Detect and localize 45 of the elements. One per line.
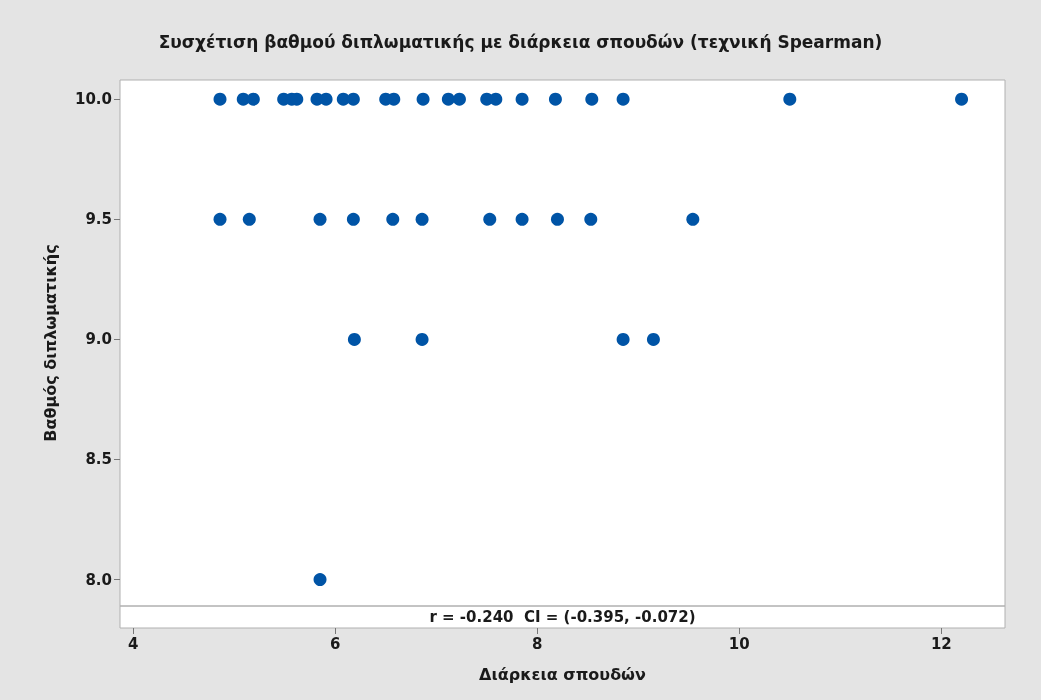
x-tick-label: 8 [532, 634, 543, 653]
point [686, 212, 700, 226]
y-tick-label: 8.5 [85, 450, 112, 469]
x-axis-title: Διάρκεια σπουδών [479, 664, 647, 684]
y-axis-title: Βαθμός διπλωματικής [40, 244, 60, 442]
point [515, 92, 529, 106]
point [616, 332, 630, 346]
point [213, 92, 227, 106]
point [242, 212, 256, 226]
point [483, 212, 497, 226]
point [955, 92, 969, 106]
point [584, 212, 598, 226]
point [246, 92, 260, 106]
x-tick-label: 6 [329, 634, 341, 653]
point [441, 92, 455, 106]
point [452, 92, 466, 106]
point [387, 92, 401, 106]
point [550, 212, 564, 226]
point [313, 212, 327, 226]
point [346, 92, 360, 106]
y-tick-label: 9.0 [85, 330, 112, 349]
chart-title: Συσχέτιση βαθμού διπλωματικής με διάρκεια σπουδών (τεχνική Spearman) [158, 31, 883, 52]
point [213, 212, 227, 226]
point [616, 92, 630, 106]
text: r = -0.240 CI = (-0.395, -0.072) [429, 608, 696, 626]
point [489, 92, 503, 106]
x-tick-label: 4 [127, 634, 139, 653]
point [416, 92, 430, 106]
point [415, 332, 429, 346]
point [319, 92, 333, 106]
point [346, 212, 360, 226]
point [415, 212, 429, 226]
y-tick-label: 9.5 [85, 210, 112, 229]
point [783, 92, 797, 106]
point [585, 92, 599, 106]
point [313, 573, 327, 587]
point [347, 332, 361, 346]
x-tick-label: 12 [930, 634, 952, 653]
x-tick-label: 10 [728, 634, 750, 653]
y-tick-label: 8.0 [85, 570, 112, 589]
point [646, 332, 660, 346]
point [515, 212, 529, 226]
point [548, 92, 562, 106]
point [386, 212, 400, 226]
y-tick-label: 10.0 [74, 90, 112, 109]
